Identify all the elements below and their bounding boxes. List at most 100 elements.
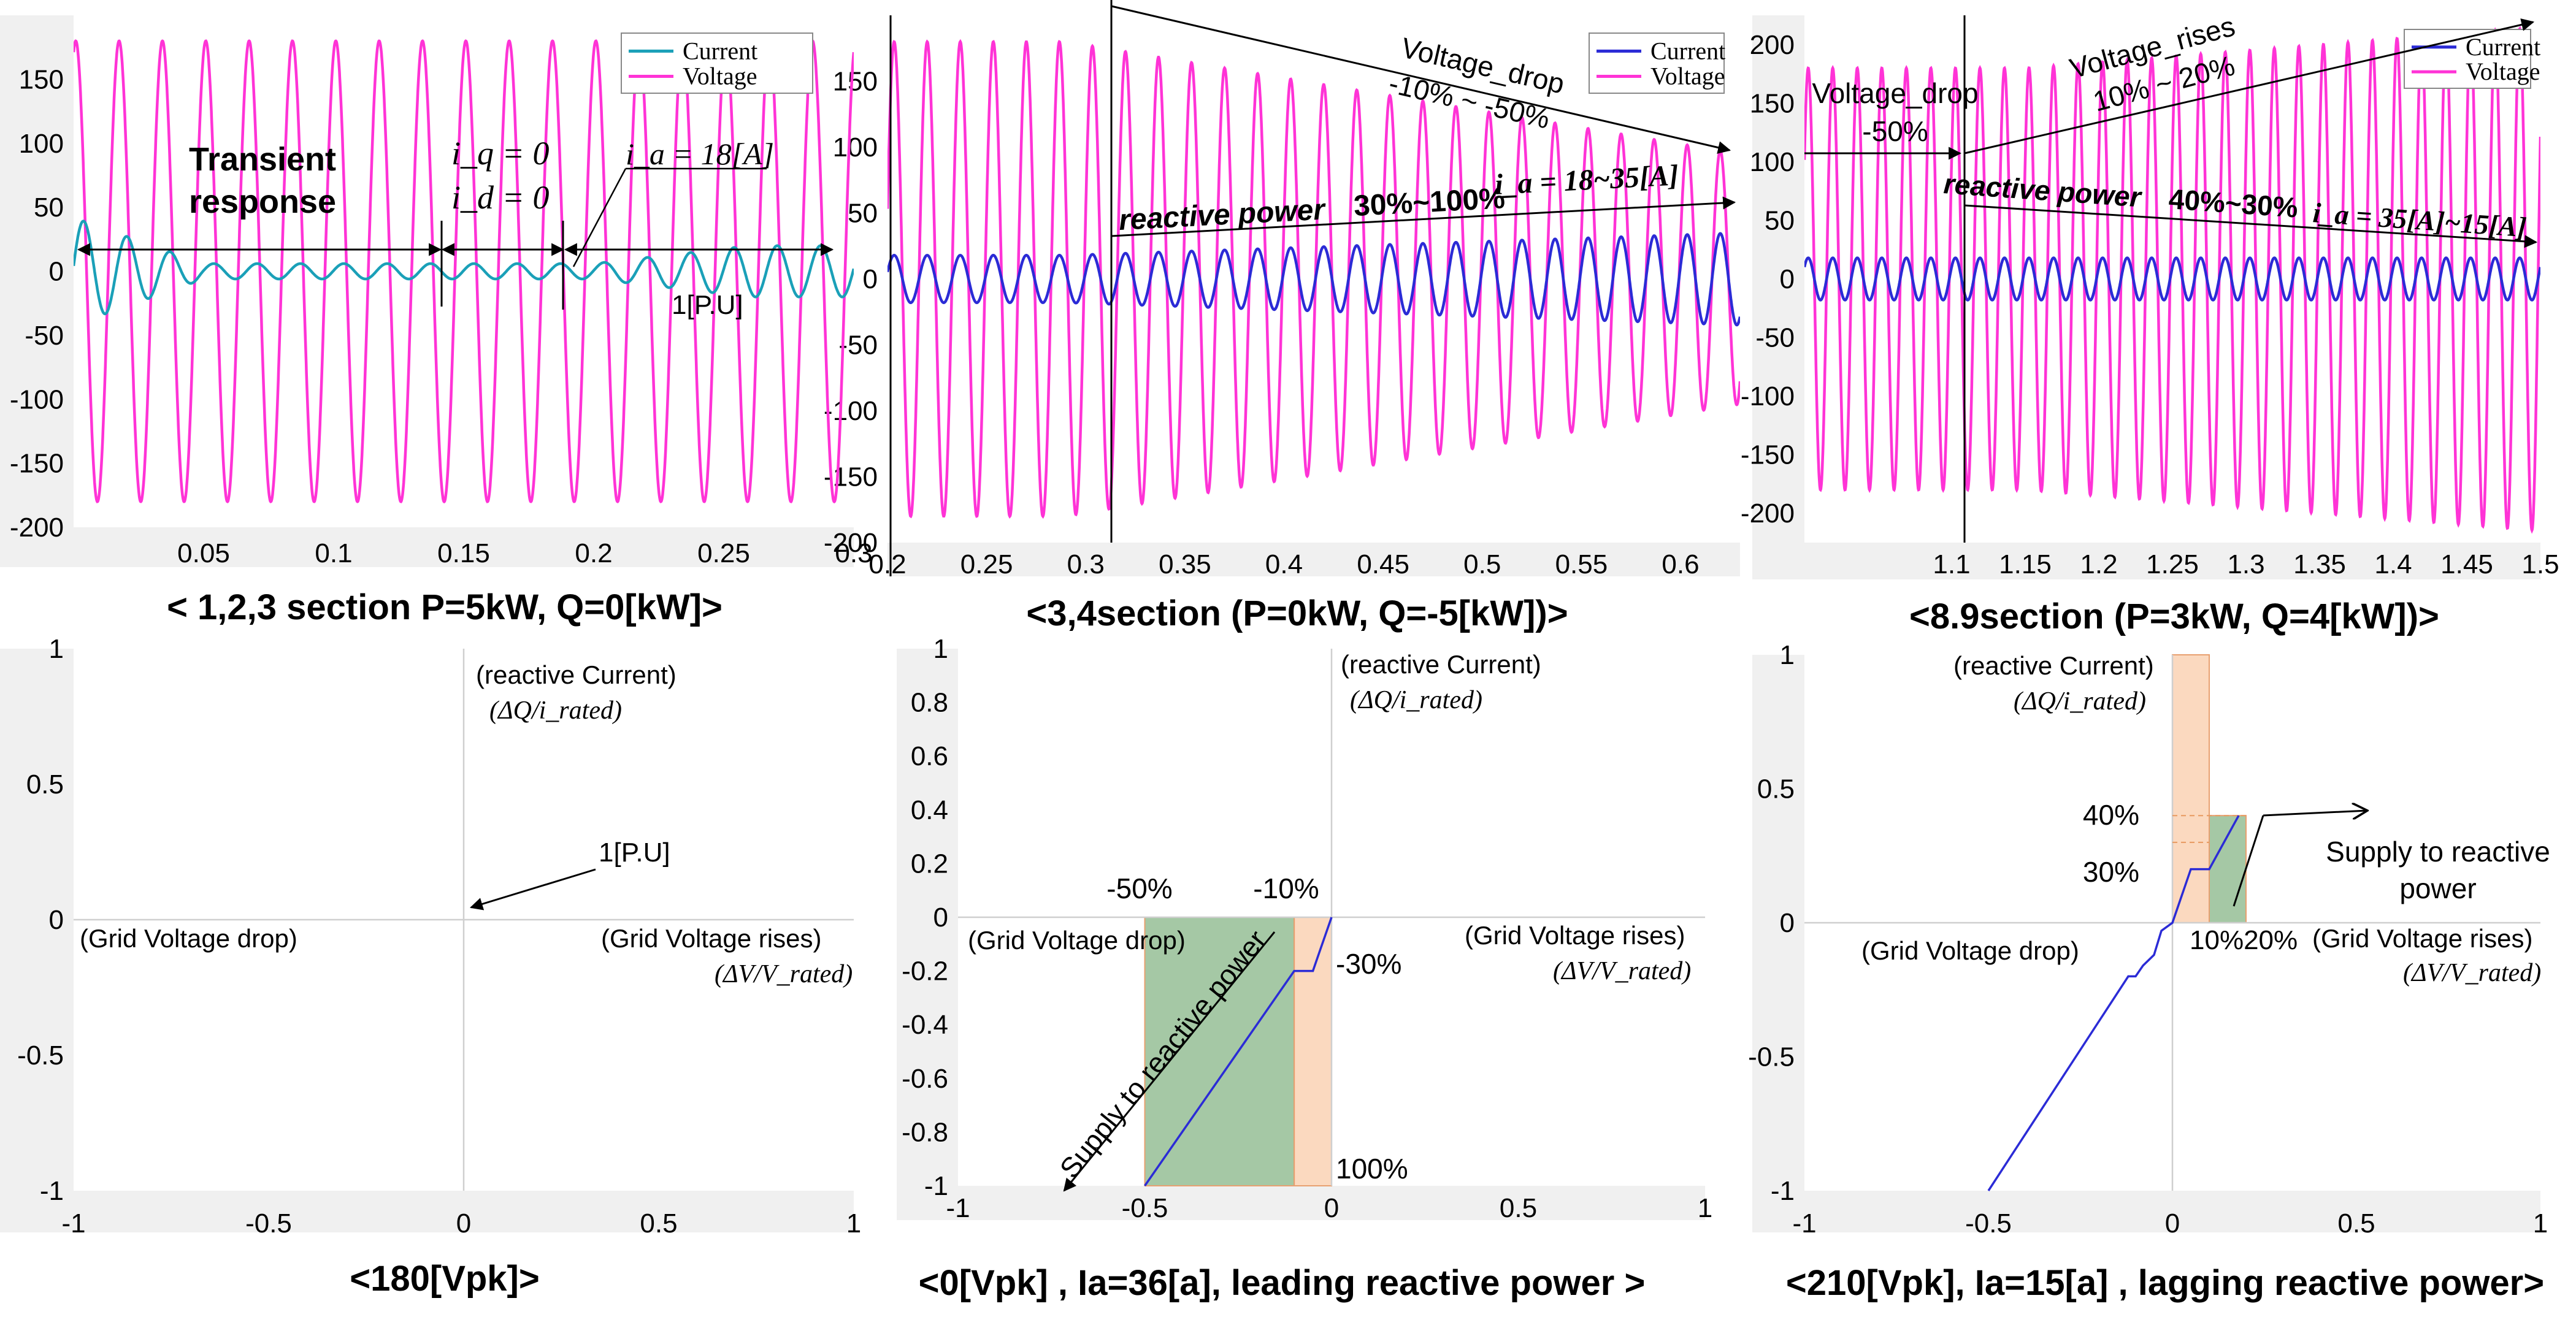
- legend-current-label: Current: [2466, 33, 2540, 61]
- panel-3-xtick-label: 1.2: [2080, 549, 2117, 579]
- panel-1-ytick-label: -50: [25, 321, 64, 351]
- panel-3-ytick-label: -200: [1741, 498, 1795, 529]
- reactive-power-arrow: [1964, 204, 2538, 248]
- id-label: i_d = 0: [451, 179, 549, 216]
- panel-5-caption: <0[Vpk] , Ia=36[a], leading reactive pow…: [919, 1263, 1646, 1303]
- ia-pointer: [572, 168, 627, 267]
- panel-5-xtick-label: -1: [946, 1193, 970, 1223]
- orange-region: [1294, 917, 1333, 1186]
- transient-label: Transient: [189, 141, 336, 178]
- green-region: [1144, 917, 1295, 1186]
- panel-2-xtick-label: 0.6: [1662, 549, 1699, 579]
- characteristic-line: [1144, 917, 1333, 1186]
- panel-2-ytick-label: -50: [838, 330, 878, 361]
- pu-label: 1[P.U]: [599, 838, 670, 868]
- panel-3-xtick-label: 1.5: [2521, 549, 2559, 579]
- panel-5-ytick-label: -0.4: [902, 1010, 948, 1040]
- panel-2-xtick-label: 0.25: [960, 549, 1013, 579]
- panel-6-xtick-label: -0.5: [1965, 1208, 2012, 1239]
- p30-label: 30%: [2083, 856, 2139, 888]
- panel-5-xtick-label: 0.5: [1500, 1193, 1537, 1223]
- panel-1-legend: [621, 32, 813, 94]
- panel-1-ytick-label: 150: [19, 64, 64, 94]
- panel-3-ytick-label: 0: [1780, 264, 1795, 294]
- panel-5-ytick-label: -0.2: [902, 956, 948, 987]
- panel-1-xtick-label: 0.05: [177, 538, 230, 568]
- panel-5-xtick-label: 0: [1324, 1193, 1339, 1223]
- panel-6-ytick-label: -0.5: [1748, 1042, 1795, 1072]
- panel-1-ytick-label: 0: [49, 257, 64, 287]
- panel-3-xtick-label: 1.3: [2227, 549, 2264, 579]
- grid-drop-label: (Grid Voltage drop): [80, 924, 297, 953]
- panel-1-xtick-label: 0.2: [575, 538, 612, 568]
- delta-v-label: (ΔV/V_rated): [715, 960, 853, 988]
- reactive-current-label: (reactive Current): [1953, 651, 2154, 680]
- panel-2-xtick-label: 0.4: [1265, 549, 1303, 579]
- panel-3-ytick-label: 100: [1750, 147, 1795, 177]
- panel-3-xtick-label: 1.25: [2146, 549, 2199, 579]
- panel-2-xtick-label: 0.2: [868, 549, 906, 579]
- panel-6-ytick-label: 0: [1780, 908, 1795, 938]
- panel-2-ytick-label: 50: [848, 199, 878, 229]
- panel-1-ytick-label: -200: [10, 513, 64, 543]
- panel-4-ytick-label: -1: [40, 1176, 64, 1206]
- panel-3-ytick-label: 200: [1750, 30, 1795, 60]
- panel-4-ytick-label: 1: [49, 634, 64, 664]
- panel-1-caption: < 1,2,3 section P=5kW, Q=0[kW]>: [167, 587, 723, 627]
- panel-2-xtick-label: 0.55: [1555, 549, 1608, 579]
- reactive-current-label: (reactive Current): [476, 660, 677, 689]
- panel-2-voltage-series: [887, 39, 1740, 519]
- panel-3-current-series: [1804, 256, 2540, 302]
- panel-4-caption: <180[Vpk]>: [350, 1259, 540, 1299]
- panel-3-xtick-label: 1.45: [2440, 549, 2493, 579]
- iq-label: i_q = 0: [451, 135, 549, 172]
- minus-50-label: -50%: [1106, 872, 1172, 904]
- green-region: [2209, 815, 2247, 923]
- panel-6-ytick-label: 1: [1780, 640, 1795, 670]
- panel-1-xtick-label: 0.25: [697, 538, 750, 568]
- minus-10-label: -10%: [1253, 872, 1319, 904]
- panel-1-xtick-label: 0.15: [437, 538, 490, 568]
- panel-2-xtick-label: 0.3: [1067, 549, 1105, 579]
- ia-label: i_a = 18[A]: [626, 137, 774, 171]
- p40-label: 40%: [2083, 799, 2139, 831]
- panel-3-ytick-label: -50: [1755, 323, 1795, 353]
- panel-4-ytick-label: 0: [49, 905, 64, 935]
- panel-3-ytick-label: 150: [1750, 88, 1795, 118]
- panel-2-xtick-label: 0.35: [1159, 549, 1211, 579]
- panel-1-ytick-label: -100: [10, 384, 64, 414]
- panel-3-xtick-label: 1.4: [2374, 549, 2412, 579]
- panel-2-ytick-label: 0: [863, 264, 878, 294]
- grid-rise-label: (Grid Voltage rises): [2312, 924, 2532, 953]
- orange-region: [2172, 654, 2210, 923]
- panel-3-voltage-series: [1804, 26, 2540, 534]
- grid-drop-label: (Grid Voltage drop): [968, 926, 1186, 955]
- panel-1-xtick-label: 0.1: [315, 538, 352, 568]
- grid-drop-label: (Grid Voltage drop): [1861, 936, 2079, 965]
- delta-q-label: (ΔQ/i_rated): [489, 697, 622, 725]
- panel-2-ytick-label: -100: [824, 396, 878, 426]
- panel-6-xtick-label: 0.5: [2337, 1208, 2375, 1239]
- legend-voltage-label: Voltage: [2466, 58, 2540, 85]
- legend-voltage-label: Voltage: [1650, 63, 1725, 90]
- panel-5-ytick-label: 1: [933, 634, 948, 664]
- panel-5-ytick-label: 0.2: [911, 849, 948, 879]
- supply-label: Supply to reactive: [2326, 836, 2550, 868]
- panel-1-xtick-label: 0.3: [835, 538, 872, 568]
- panel-6-ytick-label: 0.5: [1757, 774, 1795, 804]
- panel-2-xtick-label: 0.5: [1463, 549, 1501, 579]
- legend-current-label: Current: [1650, 37, 1725, 64]
- panel-5-ytick-label: -0.8: [902, 1117, 948, 1147]
- panel-5-ytick-label: 0: [933, 903, 948, 933]
- reactive-percent-label: 30%~100%: [1353, 182, 1506, 223]
- panel-1-ytick-label: -150: [10, 449, 64, 479]
- panel-3-ytick-label: 50: [1765, 205, 1795, 235]
- voltage-drop-label: Voltage_drop: [1812, 77, 1978, 109]
- panel-6-xtick-label: 0: [2165, 1208, 2180, 1239]
- voltage-drop-range-label: -50%: [1862, 115, 1928, 147]
- pu-arrow: [469, 868, 596, 910]
- delta-q-label: (ΔQ/i_rated): [2014, 687, 2146, 716]
- panel-4-ytick-label: -0.5: [17, 1040, 64, 1071]
- p100-label: 100%: [1336, 1153, 1408, 1185]
- panel-3-xtick-label: 1.1: [1933, 549, 1970, 579]
